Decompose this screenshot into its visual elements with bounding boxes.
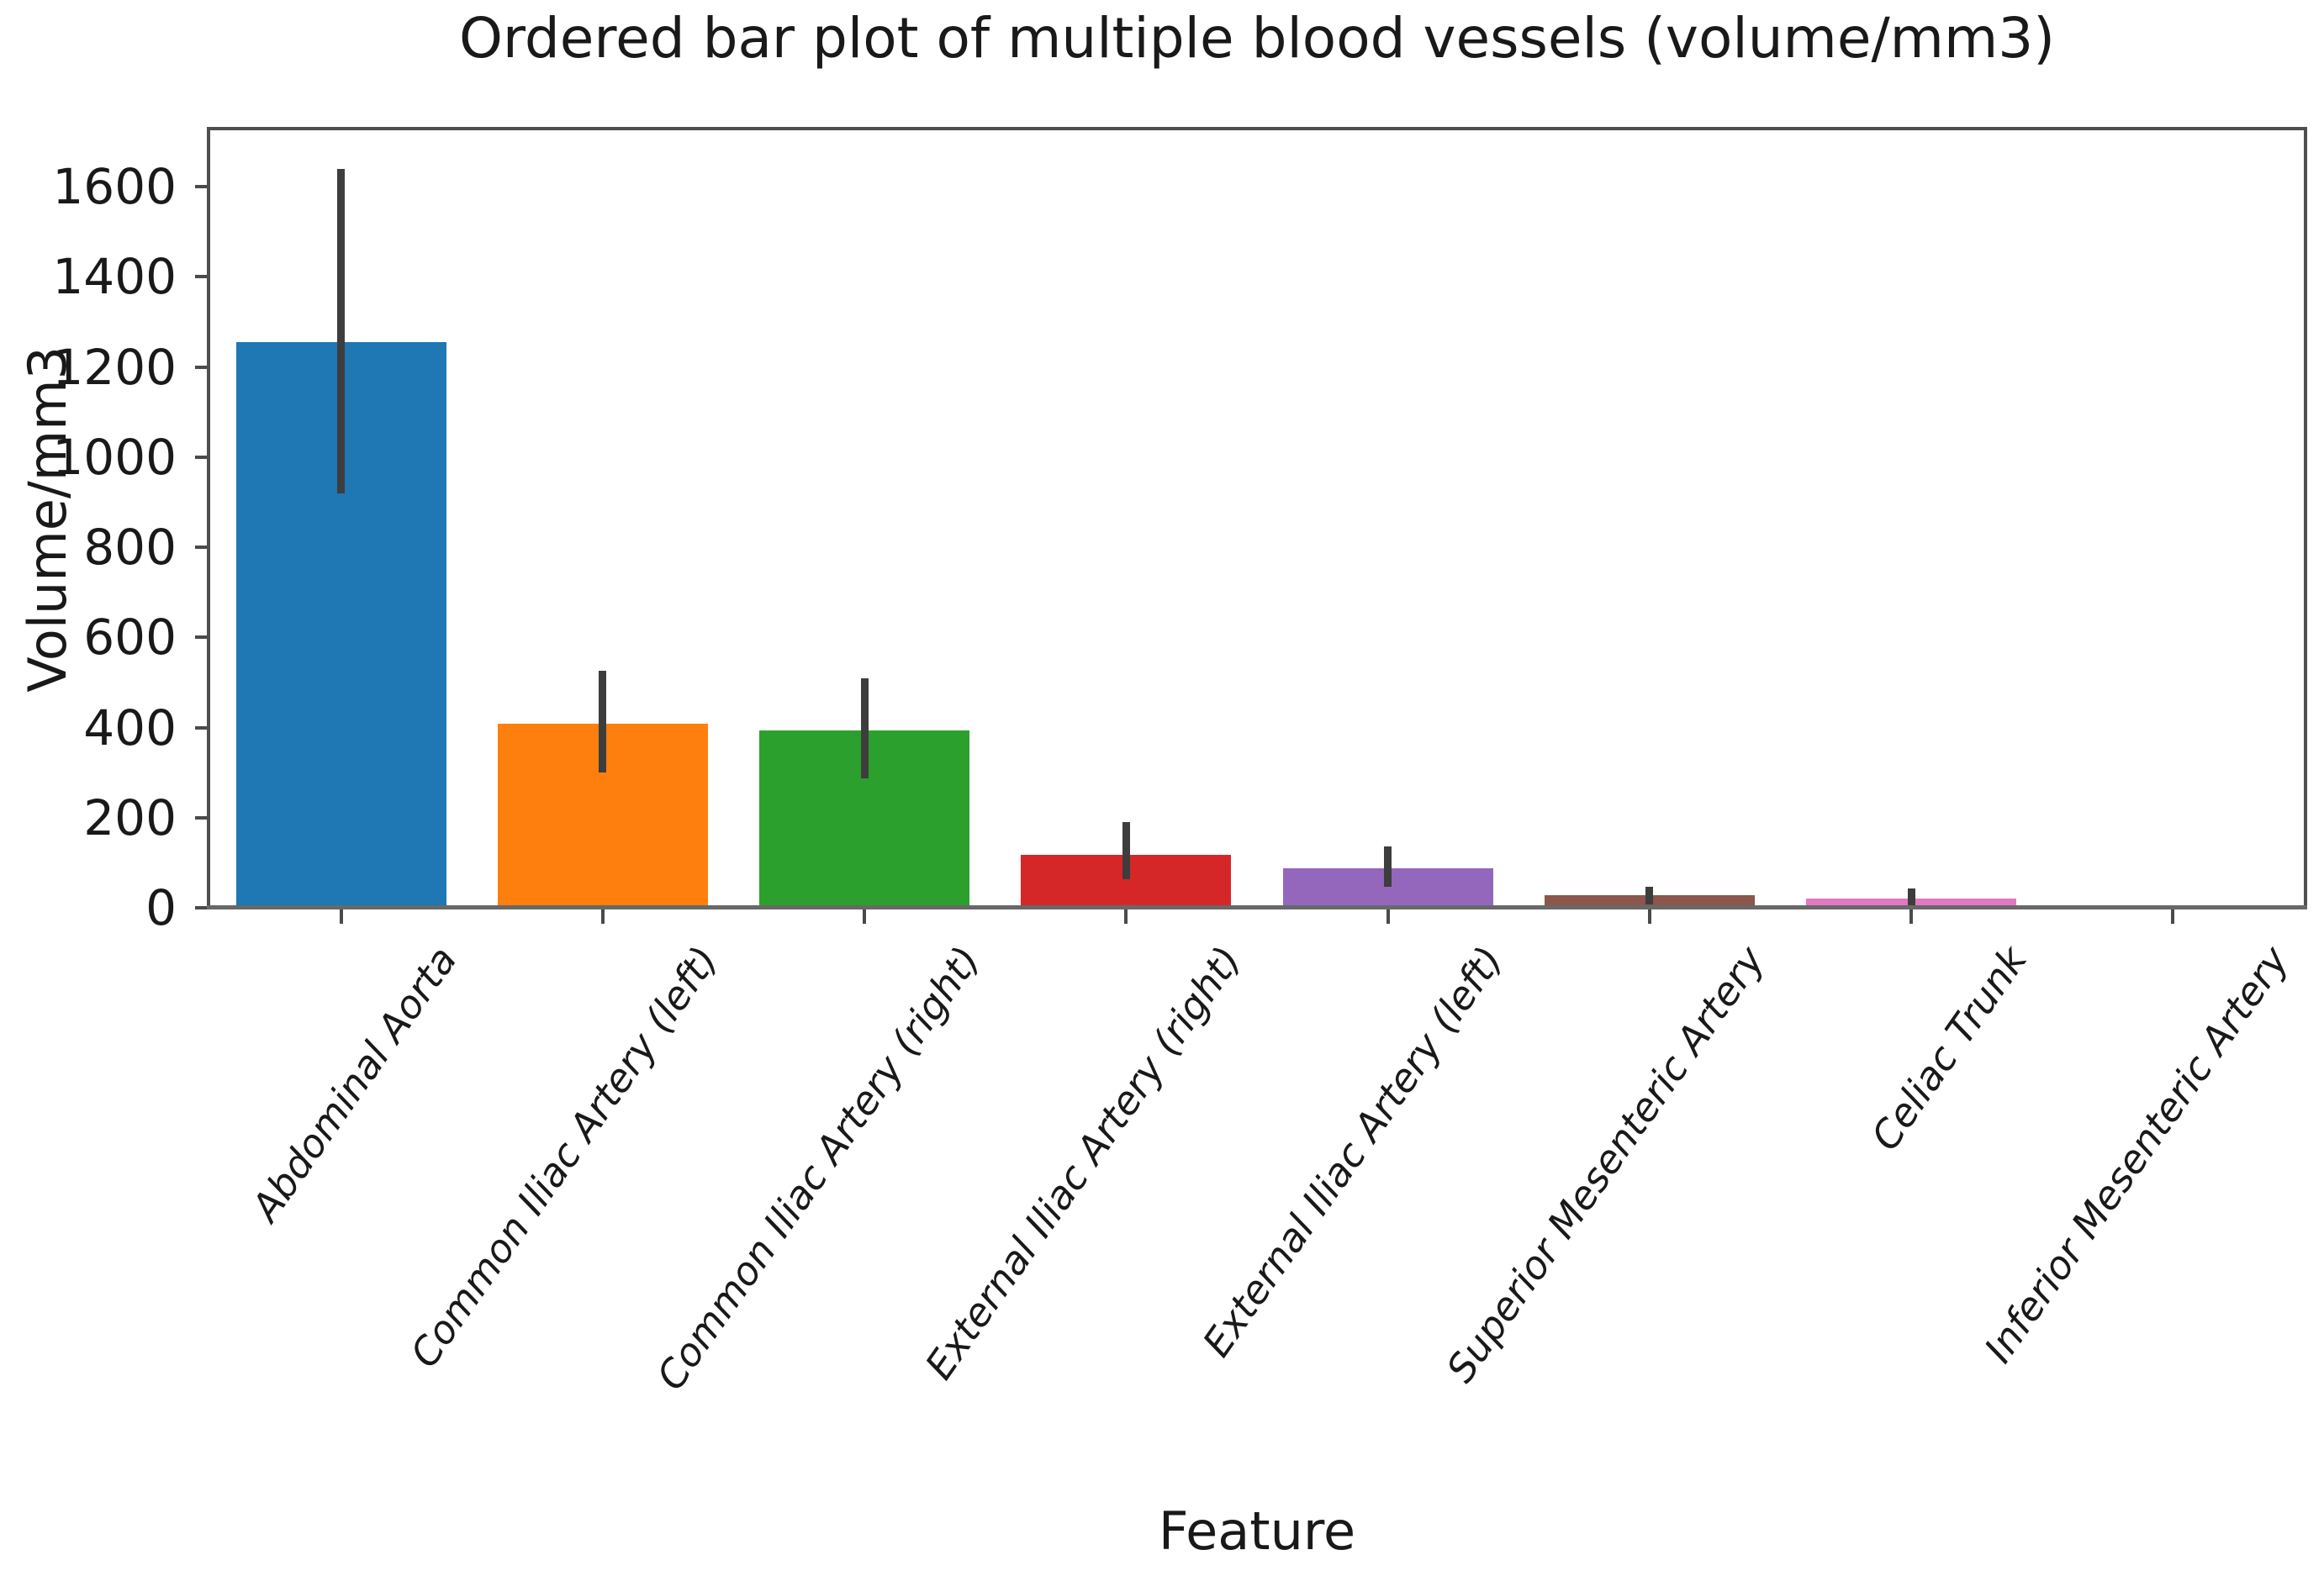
spine-right	[2304, 127, 2307, 908]
spine-top	[207, 127, 2307, 130]
x-tick-label: External Iliac Artery (right)	[916, 937, 1250, 1388]
x-tick-label: Abdominal Aorta	[242, 937, 466, 1230]
plot-area: 0 200 400 600 800 1000 1200 1400 1600 Abdominal A…	[52, 127, 2307, 1398]
y-tick-label: 1400	[52, 248, 177, 306]
x-tick-mark	[1647, 908, 1651, 924]
spine-left	[207, 127, 210, 908]
y-tick-mark	[195, 185, 210, 189]
x-axis-label: Feature	[1158, 1500, 1356, 1562]
y-tick-label: 1200	[52, 338, 177, 396]
y-tick-mark	[195, 906, 210, 909]
y-tick-label: 400	[83, 699, 177, 757]
x-tick-label: Common Iliac Artery (right)	[647, 937, 989, 1399]
x-tick-mark	[863, 908, 867, 924]
y-tick-mark	[195, 815, 210, 820]
error-bar	[860, 677, 869, 778]
y-tick-mark	[195, 275, 210, 279]
error-bar	[1122, 822, 1130, 879]
y-tick-label: 800	[83, 519, 177, 576]
x-tick-label: Celiac Trunk	[1862, 937, 2036, 1159]
error-bar	[337, 168, 346, 493]
x-tick-mark	[1909, 908, 1914, 924]
error-bar	[1384, 846, 1392, 887]
x-tick-mark	[600, 908, 605, 924]
error-bar	[1645, 886, 1654, 904]
y-tick-label: 200	[83, 788, 177, 846]
y-tick-label: 0	[145, 879, 177, 936]
error-bar	[599, 671, 607, 773]
y-tick-mark	[195, 725, 210, 730]
y-tick-mark	[195, 455, 210, 459]
error-bar	[1907, 888, 1915, 907]
x-tick-label: Common Iliac Artery (left)	[401, 937, 727, 1376]
x-tick-mark	[1124, 908, 1128, 924]
y-tick-label: 1000	[52, 428, 177, 486]
x-tick-label: Inferior Mesenteric Artery	[1974, 937, 2297, 1371]
x-tick-mark	[1386, 908, 1390, 924]
y-tick-mark	[195, 365, 210, 369]
spine-bottom	[207, 905, 2307, 909]
x-tick-label: Superior Mesenteric Artery	[1437, 937, 1774, 1391]
y-tick-label: 600	[83, 609, 177, 667]
y-tick-mark	[195, 635, 210, 640]
x-tick-mark	[2171, 908, 2175, 924]
y-tick-label: 1600	[52, 158, 177, 216]
chart-title: Ordered bar plot of multiple blood vesse…	[458, 6, 2055, 71]
x-tick-label: External Iliac Artery (left)	[1194, 937, 1513, 1365]
x-tick-mark	[339, 908, 343, 924]
y-tick-mark	[195, 546, 210, 549]
